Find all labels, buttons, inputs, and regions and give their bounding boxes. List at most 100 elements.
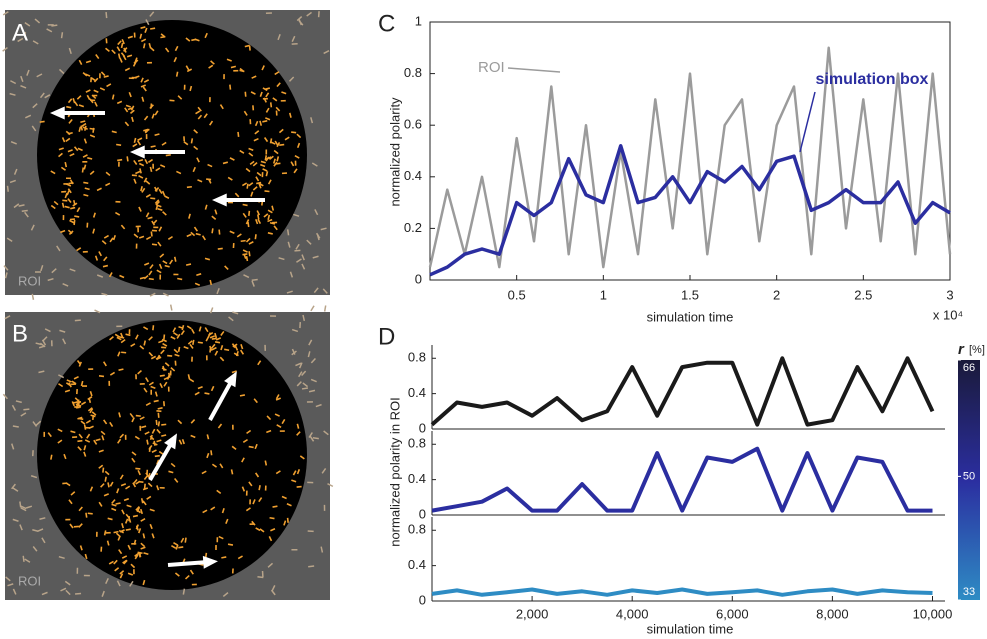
rod xyxy=(137,369,142,375)
rod xyxy=(189,85,193,92)
rod xyxy=(267,214,271,220)
rod xyxy=(165,154,171,157)
rod xyxy=(147,216,153,220)
rod xyxy=(144,158,149,165)
rod xyxy=(155,167,161,172)
rod xyxy=(68,382,72,388)
rod xyxy=(158,340,164,344)
background-rod xyxy=(44,94,51,99)
rod xyxy=(187,374,191,380)
rod xyxy=(89,391,93,397)
rod xyxy=(217,247,223,250)
rod xyxy=(135,334,139,340)
rod xyxy=(116,46,121,52)
background-rod xyxy=(46,28,53,33)
background-rod xyxy=(60,32,64,39)
rod xyxy=(140,542,146,548)
rod xyxy=(263,137,269,143)
y-tick-label: 0.2 xyxy=(404,220,422,235)
background-rod xyxy=(9,179,16,184)
rod xyxy=(261,65,265,71)
rod xyxy=(177,277,183,281)
rod xyxy=(267,232,273,235)
rod xyxy=(135,525,139,531)
rod xyxy=(125,485,131,490)
rod xyxy=(67,188,72,194)
rod xyxy=(86,433,91,439)
rod xyxy=(141,425,147,429)
rod xyxy=(50,170,56,175)
rod xyxy=(214,209,218,215)
roi-label: ROI xyxy=(18,573,41,588)
rod xyxy=(231,370,237,374)
rod xyxy=(78,523,83,528)
x-tick-label: 2.5 xyxy=(854,287,872,302)
rod xyxy=(76,403,82,409)
rod xyxy=(113,530,119,534)
rod xyxy=(78,506,83,512)
rod xyxy=(103,530,107,536)
rod xyxy=(117,40,122,46)
rod xyxy=(78,59,83,66)
rod xyxy=(141,187,146,193)
background-rod xyxy=(277,33,281,41)
rod xyxy=(296,431,301,436)
background-rod xyxy=(295,243,300,250)
rod xyxy=(171,544,177,549)
rod xyxy=(207,163,213,168)
background-rod xyxy=(12,588,17,595)
y-tick-label: 0.8 xyxy=(408,436,426,451)
background-rod xyxy=(306,239,312,245)
rod xyxy=(143,552,149,556)
rod xyxy=(175,71,179,77)
rod xyxy=(151,533,155,539)
rod xyxy=(204,392,210,395)
background-rod xyxy=(20,75,24,82)
rod xyxy=(191,328,195,334)
rod xyxy=(125,333,131,337)
rod xyxy=(104,470,110,476)
annotation-leader xyxy=(507,67,561,73)
rod xyxy=(154,186,160,192)
background-rod xyxy=(3,265,9,271)
rod xyxy=(103,419,108,425)
rod xyxy=(177,346,181,352)
rod xyxy=(106,540,110,546)
rod xyxy=(158,188,163,194)
rod xyxy=(233,352,239,357)
background-rod xyxy=(21,209,28,213)
background-rod xyxy=(41,537,46,544)
background-rod xyxy=(291,348,296,355)
background-rod xyxy=(251,280,255,287)
rod xyxy=(204,327,209,333)
rod xyxy=(174,353,180,357)
rod xyxy=(145,212,150,218)
background-rod xyxy=(32,40,39,45)
rod xyxy=(164,47,170,53)
rod xyxy=(148,446,152,452)
rod xyxy=(151,428,156,434)
rod xyxy=(288,112,292,118)
rod xyxy=(185,37,191,42)
roi-label: ROI xyxy=(18,273,41,288)
rod xyxy=(151,243,158,246)
rod xyxy=(98,374,105,378)
rod xyxy=(241,457,245,463)
rod xyxy=(149,434,153,440)
rod xyxy=(74,215,80,218)
rod xyxy=(68,182,74,185)
y-tick-label: 0.4 xyxy=(408,471,426,486)
rod xyxy=(80,420,86,425)
rod xyxy=(214,332,218,339)
rod xyxy=(229,84,232,90)
rod xyxy=(140,508,144,515)
rod xyxy=(252,186,258,191)
rod xyxy=(163,334,166,340)
rod xyxy=(254,443,258,450)
rod xyxy=(83,451,87,457)
rod xyxy=(292,470,297,476)
rod xyxy=(83,138,88,144)
background-rod xyxy=(216,287,220,295)
rod xyxy=(209,120,214,126)
background-rod xyxy=(301,263,306,270)
